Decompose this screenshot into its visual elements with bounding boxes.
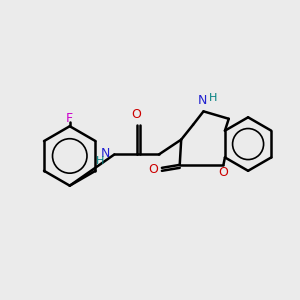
Text: H: H xyxy=(96,156,104,166)
Text: N: N xyxy=(197,94,207,107)
Text: H: H xyxy=(209,93,217,103)
Text: O: O xyxy=(132,108,142,121)
Text: O: O xyxy=(148,163,158,176)
Text: F: F xyxy=(66,112,73,125)
Text: O: O xyxy=(218,166,228,179)
Text: N: N xyxy=(100,147,110,161)
